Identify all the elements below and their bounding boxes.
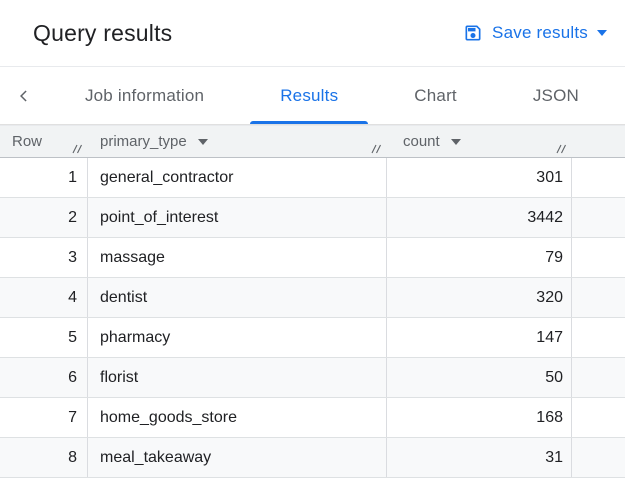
cell-row-number: 3 — [0, 238, 88, 277]
cell-count: 168 — [387, 398, 572, 437]
column-resize-handle[interactable] — [71, 142, 84, 155]
cell-spacer — [572, 358, 625, 397]
table-row: 5 pharmacy 147 — [0, 318, 625, 358]
tab-bar: Job information Results Chart JSON — [0, 67, 625, 125]
save-results-label: Save results — [492, 23, 588, 42]
cell-row-number: 1 — [0, 158, 88, 197]
cell-row-number: 2 — [0, 198, 88, 237]
cell-spacer — [572, 238, 625, 277]
column-header-count: count — [387, 126, 572, 157]
page-title: Query results — [33, 19, 173, 46]
tab-chart[interactable]: Chart — [384, 67, 487, 124]
table-body: 1 general_contractor 301 2 point_of_inte… — [0, 158, 625, 478]
cell-row-number: 6 — [0, 358, 88, 397]
table-header-row: Row primary_type count — [0, 125, 625, 158]
column-resize-handle[interactable] — [370, 142, 383, 155]
cell-spacer — [572, 438, 625, 477]
cell-count: 31 — [387, 438, 572, 477]
cell-count: 79 — [387, 238, 572, 277]
table-row: 8 meal_takeaway 31 — [0, 438, 625, 478]
table-row: 3 massage 79 — [0, 238, 625, 278]
cell-primary-type: home_goods_store — [88, 398, 387, 437]
column-menu-caret-icon[interactable] — [197, 138, 208, 145]
tabs-back-button[interactable] — [0, 67, 55, 124]
tab-json[interactable]: JSON — [503, 67, 609, 124]
cell-row-number: 4 — [0, 278, 88, 317]
chevron-left-icon — [20, 89, 27, 102]
table-row: 6 florist 50 — [0, 358, 625, 398]
cell-spacer — [572, 318, 625, 357]
cell-primary-type: dentist — [88, 278, 387, 317]
cell-primary-type: florist — [88, 358, 387, 397]
table-row: 2 point_of_interest 3442 — [0, 198, 625, 238]
save-results-button[interactable]: Save results — [463, 23, 607, 43]
column-label: count — [403, 133, 440, 150]
column-resize-handle[interactable] — [555, 142, 568, 155]
cell-count: 50 — [387, 358, 572, 397]
cell-count: 320 — [387, 278, 572, 317]
cell-row-number: 8 — [0, 438, 88, 477]
cell-spacer — [572, 158, 625, 197]
tab-results[interactable]: Results — [250, 67, 369, 124]
column-header-primary-type: primary_type — [88, 126, 387, 157]
column-label: primary_type — [100, 133, 187, 150]
cell-count: 3442 — [387, 198, 572, 237]
results-table: Row primary_type count 1 general_contrac… — [0, 125, 625, 478]
save-dropdown-caret-icon — [597, 30, 607, 36]
table-row: 1 general_contractor 301 — [0, 158, 625, 198]
cell-spacer — [572, 278, 625, 317]
titlebar: Query results Save results — [0, 0, 625, 67]
cell-spacer — [572, 198, 625, 237]
table-row: 4 dentist 320 — [0, 278, 625, 318]
column-menu-caret-icon[interactable] — [450, 138, 461, 145]
column-label: Row — [12, 133, 43, 150]
cell-primary-type: massage — [88, 238, 387, 277]
cell-count: 301 — [387, 158, 572, 197]
cell-primary-type: point_of_interest — [88, 198, 387, 237]
column-header-spacer — [572, 126, 625, 157]
tab-job-information[interactable]: Job information — [55, 67, 234, 124]
save-icon — [465, 25, 481, 41]
cell-primary-type: general_contractor — [88, 158, 387, 197]
column-header-row: Row — [0, 126, 88, 157]
cell-row-number: 5 — [0, 318, 88, 357]
cell-spacer — [572, 398, 625, 437]
table-row: 7 home_goods_store 168 — [0, 398, 625, 438]
cell-row-number: 7 — [0, 398, 88, 437]
cell-primary-type: meal_takeaway — [88, 438, 387, 477]
cell-primary-type: pharmacy — [88, 318, 387, 357]
cell-count: 147 — [387, 318, 572, 357]
